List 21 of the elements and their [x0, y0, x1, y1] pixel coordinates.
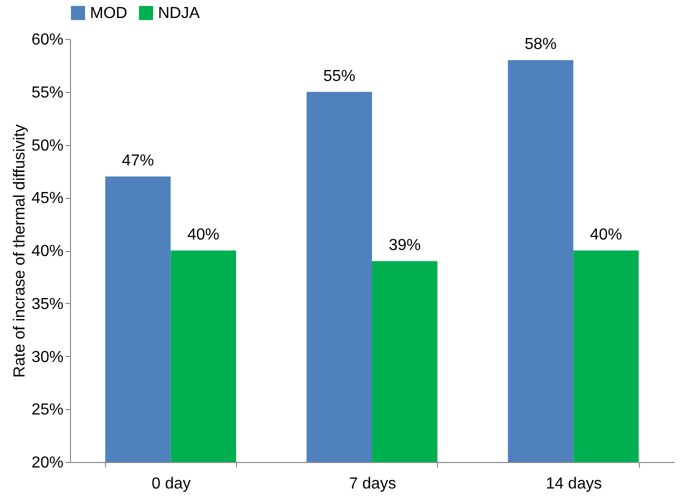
y-tick-label: 60% [31, 32, 64, 48]
y-tick-label: 35% [31, 296, 64, 313]
data-label: 40% [187, 226, 220, 244]
data-label: 40% [590, 226, 622, 244]
y-tick-label: 40% [31, 243, 64, 260]
legend-label: NDJA [158, 5, 200, 22]
y-tick-label: 20% [31, 454, 64, 472]
data-label: 58% [524, 36, 557, 54]
x-tick-label: 0 day [152, 476, 191, 492]
x-tick-label: 14 days [546, 476, 602, 492]
y-axis-title: Rate of incrase of thermal diffusivity [11, 124, 28, 378]
y-tick-label: 55% [31, 84, 64, 102]
y-tick-label: 50% [31, 137, 64, 154]
x-tick-label: 7 days [348, 476, 396, 492]
legend-label: MOD [90, 5, 128, 22]
data-label: 39% [388, 237, 421, 254]
data-label: 55% [323, 68, 356, 85]
y-tick-label: 25% [31, 402, 64, 419]
y-tick-label: 30% [31, 348, 64, 366]
data-label: 47% [122, 152, 154, 170]
y-tick-label: 45% [31, 190, 64, 208]
